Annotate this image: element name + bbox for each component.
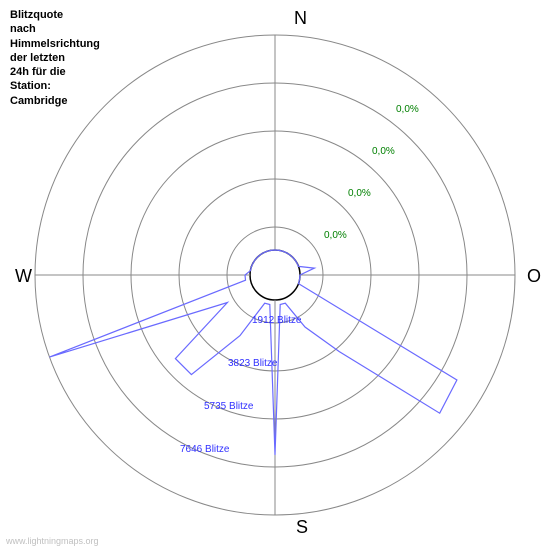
ring-label: 0,0% <box>324 230 347 241</box>
ring-label: 0,0% <box>372 146 395 157</box>
blitze-label: 5735 Blitze <box>204 401 253 412</box>
blitze-label: 3823 Blitze <box>228 358 277 369</box>
ring-label: 0,0% <box>396 104 419 115</box>
compass-w: W <box>15 266 32 287</box>
blitze-label: 7646 Blitze <box>180 444 229 455</box>
blitze-label: 1912 Blitze <box>252 315 301 326</box>
chart-title: Blitzquote nach Himmelsrichtung der letz… <box>10 8 100 108</box>
compass-s: S <box>296 517 308 538</box>
compass-o: O <box>527 266 541 287</box>
ring-label: 0,0% <box>348 188 371 199</box>
compass-n: N <box>294 8 307 29</box>
footer-link: www.lightningmaps.org <box>6 536 99 546</box>
